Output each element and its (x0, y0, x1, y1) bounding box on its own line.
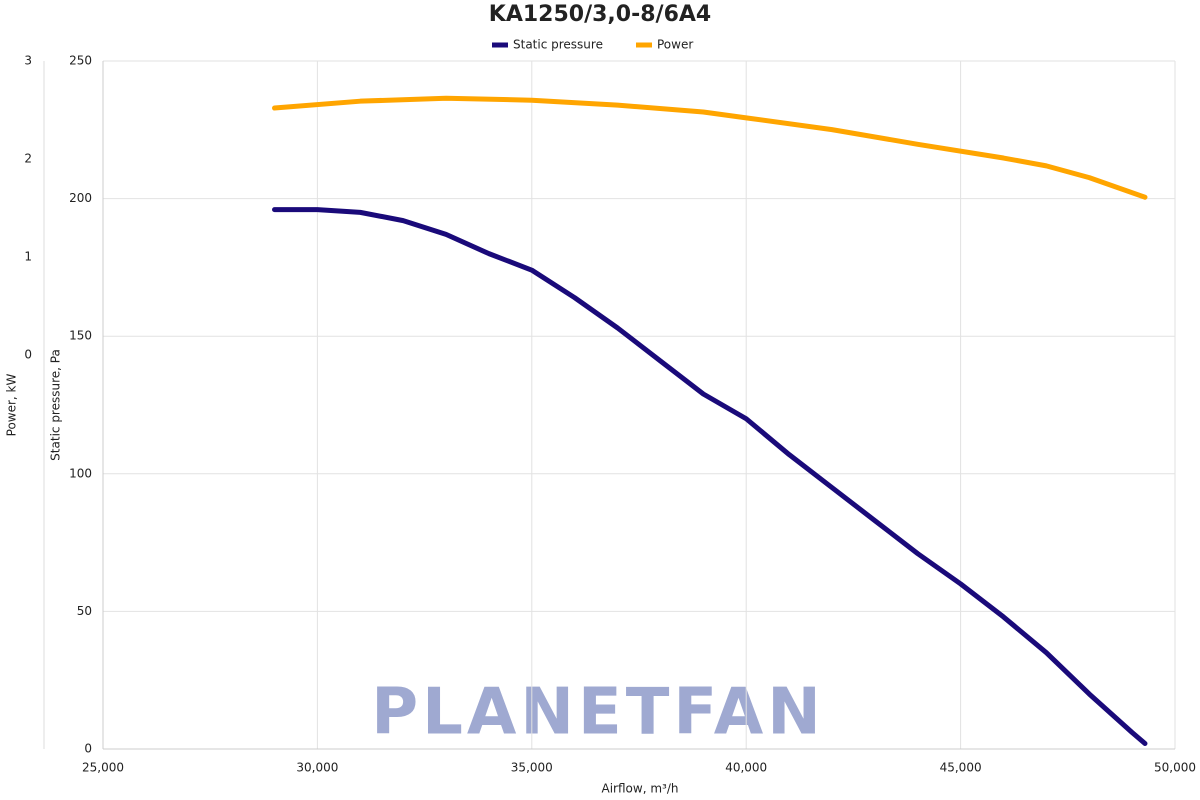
legend-label: Power (657, 38, 693, 52)
y2-tick-label: 0 (24, 348, 32, 362)
y-tick-label: 150 (69, 329, 92, 343)
watermark: PLANETFAN (371, 676, 825, 750)
y2-axis-label: Power, kW (5, 374, 19, 437)
x-axis-label: Airflow, m³/h (602, 782, 679, 796)
y2-tick-label: 2 (24, 152, 32, 166)
y-tick-label: 250 (69, 54, 92, 68)
x-tick-label: 35,000 (511, 761, 553, 775)
x-tick-label: 40,000 (725, 761, 767, 775)
x-tick-label: 25,000 (82, 761, 124, 775)
y-tick-label: 200 (69, 191, 92, 205)
y-tick-label: 50 (77, 604, 92, 618)
series-line (272, 207, 1148, 746)
y2-tick-label: 3 (24, 54, 32, 68)
chart-title: KA1250/3,0-8/6A4 (489, 2, 711, 27)
y-tick-label: 100 (69, 466, 92, 480)
x-tick-label: 30,000 (296, 761, 338, 775)
y2-tick-label: 1 (24, 250, 32, 264)
legend-label: Static pressure (513, 38, 603, 52)
y-axis-label: Static pressure, Pa (49, 349, 63, 461)
y-tick-label: 0 (84, 742, 92, 756)
x-tick-label: 50,000 (1154, 761, 1196, 775)
series-line (272, 95, 1148, 200)
x-tick-label: 45,000 (940, 761, 982, 775)
